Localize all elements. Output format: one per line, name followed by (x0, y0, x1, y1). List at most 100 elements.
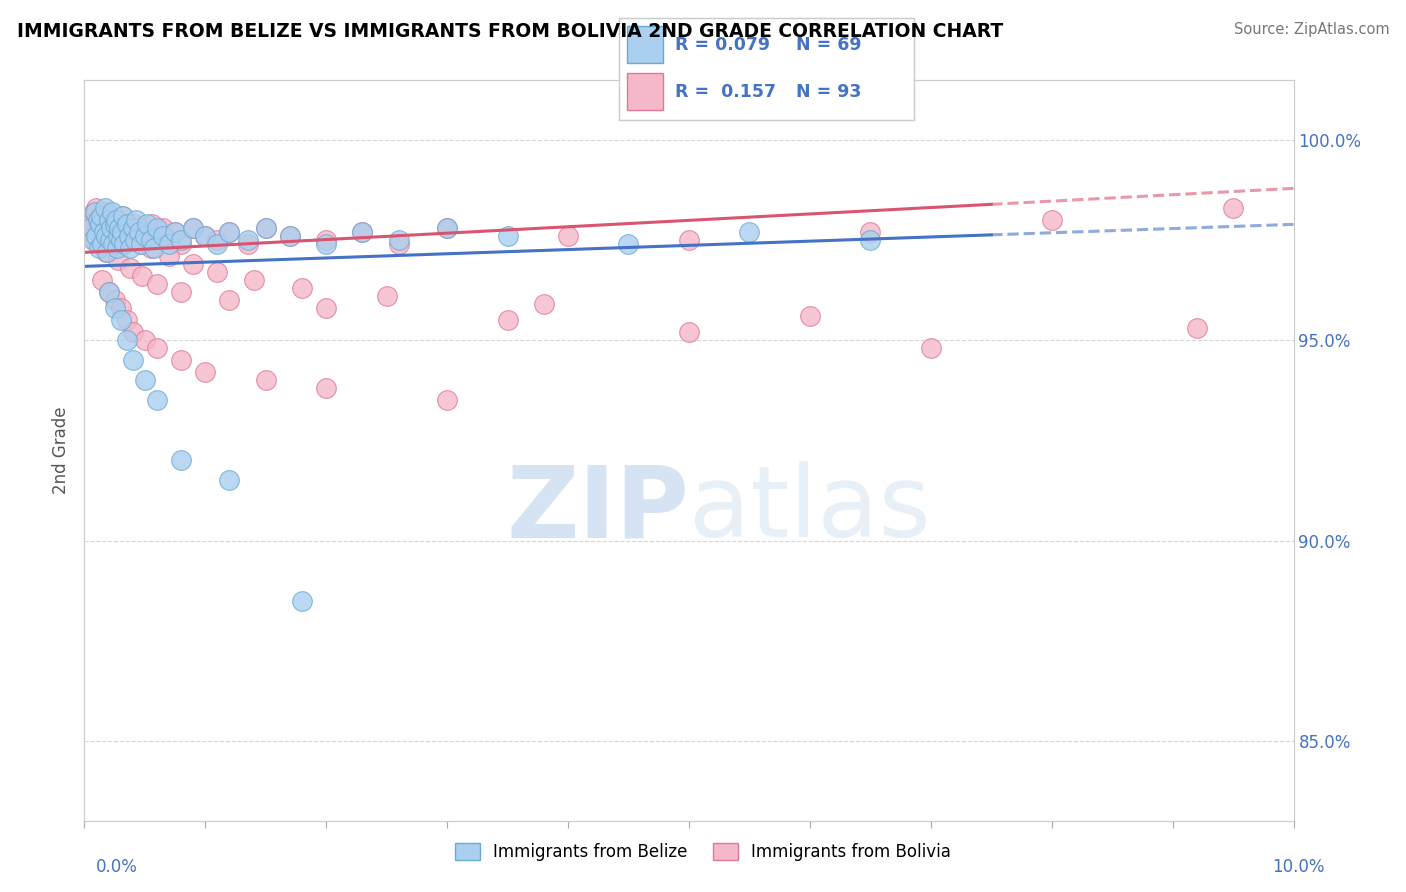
Point (170, 453, 193, 467)
Point (207, 233, 229, 247)
Point (129, 237, 152, 252)
Point (152, 229, 174, 244)
Point (218, 293, 240, 308)
Point (128, 221, 150, 235)
Point (146, 221, 169, 235)
Point (859, 225, 882, 239)
Point (143, 241, 166, 255)
Point (104, 218, 127, 232)
Point (254, 373, 277, 387)
Point (139, 241, 162, 255)
Point (125, 213, 148, 227)
Point (121, 353, 143, 368)
Point (104, 218, 127, 232)
Text: IMMIGRANTS FROM BELIZE VS IMMIGRANTS FROM BOLIVIA 2ND GRADE CORRELATION CHART: IMMIGRANTS FROM BELIZE VS IMMIGRANTS FRO… (17, 22, 1002, 41)
Point (181, 221, 204, 235)
Point (98, 233, 121, 247)
Point (103, 237, 125, 252)
Point (146, 393, 169, 408)
Point (121, 221, 143, 235)
Point (121, 326, 143, 340)
Text: atlas: atlas (689, 461, 931, 558)
Point (115, 334, 138, 348)
Point (194, 366, 217, 380)
Point (254, 221, 277, 235)
Point (90, 210, 112, 224)
Point (170, 233, 193, 247)
Text: Source: ZipAtlas.com: Source: ZipAtlas.com (1233, 22, 1389, 37)
Point (131, 269, 153, 284)
Point (94, 229, 117, 244)
Point (1222, 202, 1244, 216)
Point (165, 225, 187, 239)
Point (89, 218, 111, 232)
Point (91, 237, 114, 252)
Point (157, 233, 180, 247)
Point (104, 293, 127, 308)
Point (112, 218, 135, 232)
Point (107, 253, 129, 268)
Point (100, 225, 122, 239)
Point (118, 221, 141, 235)
Point (112, 237, 135, 252)
Point (111, 210, 134, 224)
Point (152, 221, 174, 235)
Text: 10.0%: 10.0% (1272, 858, 1324, 876)
Point (93, 218, 115, 232)
Point (94, 205, 117, 219)
Point (82, 233, 104, 247)
Point (124, 233, 146, 247)
Point (146, 342, 169, 356)
Point (678, 326, 700, 340)
Point (194, 229, 217, 244)
Point (97, 285, 120, 300)
Point (170, 237, 193, 252)
Point (129, 237, 152, 252)
Point (104, 237, 127, 252)
Point (496, 229, 519, 244)
Point (165, 225, 187, 239)
Point (139, 233, 162, 247)
Point (87, 213, 110, 227)
Point (315, 301, 337, 316)
Point (278, 229, 301, 244)
Point (291, 281, 314, 295)
Point (110, 225, 132, 239)
Point (122, 218, 145, 232)
Point (291, 593, 314, 607)
Point (84, 233, 107, 247)
Point (207, 237, 229, 252)
Point (118, 229, 141, 244)
Point (121, 233, 143, 247)
Point (103, 233, 125, 247)
Point (254, 221, 277, 235)
Point (1185, 321, 1208, 335)
Point (436, 221, 458, 235)
Point (436, 221, 458, 235)
Point (96, 221, 118, 235)
Legend: Immigrants from Belize, Immigrants from Bolivia: Immigrants from Belize, Immigrants from … (449, 836, 957, 868)
Point (388, 237, 411, 252)
Point (110, 313, 132, 327)
Point (278, 229, 301, 244)
Point (141, 218, 163, 232)
Point (920, 342, 942, 356)
Point (107, 213, 129, 227)
Text: N = 69: N = 69 (796, 36, 862, 54)
Point (98, 237, 121, 252)
Point (86, 225, 108, 239)
Point (181, 221, 204, 235)
Point (352, 225, 374, 239)
Point (89, 237, 111, 252)
Point (134, 225, 156, 239)
Point (87, 241, 110, 255)
Point (388, 233, 411, 247)
Point (115, 218, 138, 232)
Point (242, 273, 264, 287)
Point (218, 225, 240, 239)
Point (86, 229, 108, 244)
Point (80, 221, 103, 235)
Y-axis label: 2nd Grade: 2nd Grade (52, 407, 70, 494)
Point (496, 313, 519, 327)
Point (111, 225, 134, 239)
